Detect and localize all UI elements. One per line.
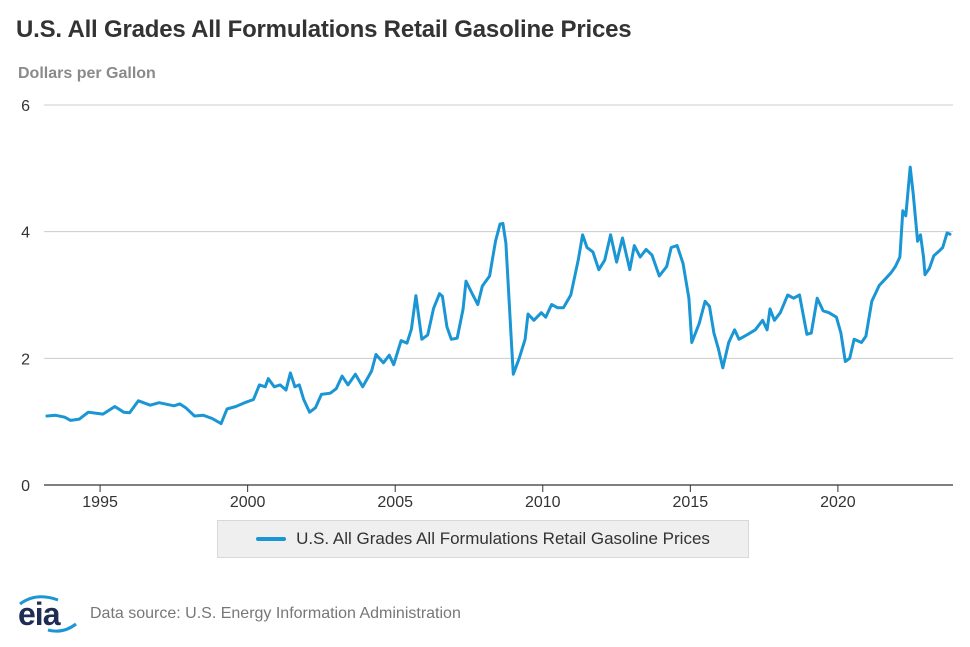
footer: eia Data source: U.S. Energy Information…	[18, 594, 461, 634]
y-tick-label: 4	[21, 225, 30, 242]
legend-swatch	[256, 537, 287, 541]
y-tick-label: 0	[21, 478, 30, 495]
x-tick-label: 2015	[673, 494, 709, 511]
tick-labels: 0 2 4 6 1995 2000 2005 2010 2015 2020	[21, 98, 856, 511]
series	[45, 165, 952, 426]
line-chart: 0 2 4 6 1995 2000 2005 2010 2015 2020	[21, 98, 953, 511]
eia-logo[interactable]: eia	[18, 594, 78, 634]
eia-logo-text: eia	[18, 596, 60, 632]
chart-title: U.S. All Grades All Formulations Retail …	[16, 16, 632, 43]
y-tick-label: 6	[21, 98, 30, 115]
legend[interactable]: U.S. All Grades All Formulations Retail …	[217, 520, 749, 558]
x-tick-label: 1995	[82, 494, 118, 511]
y-axis-units-label: Dollars per Gallon	[18, 65, 156, 82]
axes	[44, 484, 953, 492]
x-tick-label: 2010	[525, 494, 561, 511]
x-tick-label: 2020	[820, 494, 856, 511]
x-tick-label: 2000	[230, 494, 266, 511]
data-source: Data source: U.S. Energy Information Adm…	[90, 605, 461, 622]
y-tick-label: 2	[21, 351, 30, 368]
eia-logo-swoosh-icon	[19, 595, 77, 633]
x-tick-label: 2005	[377, 494, 413, 511]
series-line-0	[45, 165, 952, 426]
legend-label: U.S. All Grades All Formulations Retail …	[296, 529, 710, 548]
